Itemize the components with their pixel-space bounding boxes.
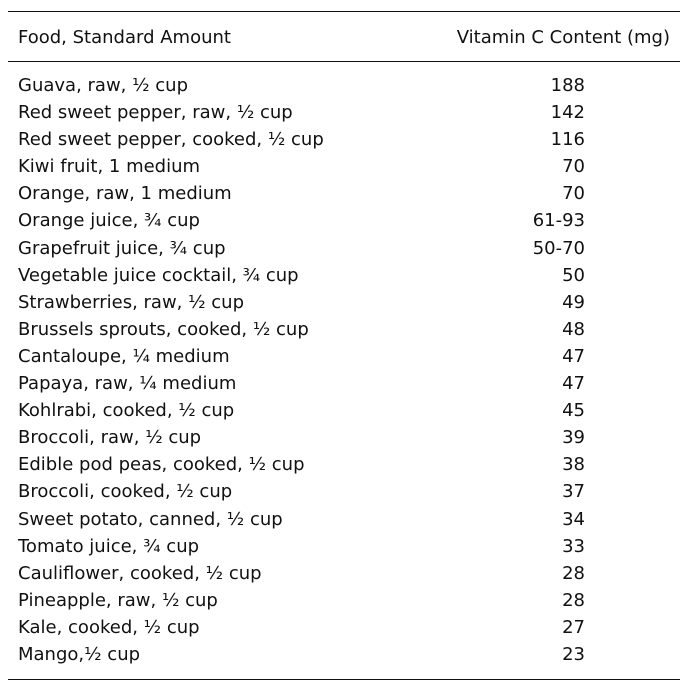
table-row: Orange, raw, 1 medium 70 [8,180,680,207]
table-row: Pineapple, raw, ½ cup 28 [8,587,680,614]
table-row: Guava, raw, ½ cup 188 [8,72,680,99]
table-row: Kiwi fruit, 1 medium 70 [8,153,680,180]
table-bottom-rule [8,679,680,680]
food-cell: Red sweet pepper, cooked, ½ cup [18,129,324,151]
food-cell: Vegetable juice cocktail, ¾ cup [18,264,299,286]
table-top-rule [8,11,680,12]
food-cell: Mango,½ cup [18,643,141,665]
vitamin-c-cell: 28 [562,589,585,611]
vitamin-c-cell: 38 [562,454,585,476]
table-row: Strawberries, raw, ½ cup 49 [8,289,680,316]
food-cell: Strawberries, raw, ½ cup [18,291,245,313]
food-cell: Red sweet pepper, raw, ½ cup [18,102,293,124]
table-row: Kohlrabi, cooked, ½ cup 45 [8,397,680,424]
vitamin-c-cell: 116 [550,129,585,151]
food-cell: Pineapple, raw, ½ cup [18,589,218,611]
table-row: Edible pod peas, cooked, ½ cup 38 [8,451,680,478]
table-row: Broccoli, cooked, ½ cup 37 [8,478,680,505]
vitamin-c-cell: 37 [562,481,585,503]
food-cell: Broccoli, cooked, ½ cup [18,481,233,503]
vitamin-c-cell: 47 [562,373,585,395]
vitamin-c-cell: 39 [562,427,585,449]
table-row: Cauliflower, cooked, ½ cup 28 [8,560,680,587]
vitamin-c-cell: 34 [562,508,585,530]
food-cell: Edible pod peas, cooked, ½ cup [18,454,305,476]
vitamin-c-cell: 70 [562,183,585,205]
table-row: Vegetable juice cocktail, ¾ cup 50 [8,262,680,289]
vitamin-c-cell: 50 [562,264,585,286]
vitamin-c-cell: 61-93 [532,210,585,232]
vitamin-c-cell: 27 [562,616,585,638]
table-row: Orange juice, ¾ cup 61-93 [8,207,680,234]
table-row: Grapefruit juice, ¾ cup 50-70 [8,235,680,262]
table-row: Papaya, raw, ¼ medium 47 [8,370,680,397]
header-food: Food, Standard Amount [18,27,231,48]
vitamin-c-cell: 70 [562,156,585,178]
table-row: Red sweet pepper, raw, ½ cup 142 [8,99,680,126]
vitamin-c-cell: 188 [550,75,585,96]
vitamin-c-cell: 45 [562,400,585,422]
food-cell: Grapefruit juice, ¾ cup [18,237,226,259]
vitamin-c-cell: 48 [562,318,585,340]
food-cell: Kohlrabi, cooked, ½ cup [18,400,235,422]
food-cell: Cauliflower, cooked, ½ cup [18,562,262,584]
header-vitamin-c: Vitamin C Content (mg) [456,27,670,48]
food-cell: Broccoli, raw, ½ cup [18,427,202,449]
table-row: Brussels sprouts, cooked, ½ cup 48 [8,316,680,343]
table-row: Sweet potato, canned, ½ cup 34 [8,506,680,533]
vitamin-c-cell: 33 [562,535,585,557]
vitamin-c-cell: 50-70 [532,237,585,259]
table-row: Cantaloupe, ¼ medium 47 [8,343,680,370]
table-row: Broccoli, raw, ½ cup 39 [8,424,680,451]
food-cell: Guava, raw, ½ cup [18,75,189,96]
table-row: Tomato juice, ¾ cup 33 [8,533,680,560]
food-cell: Sweet potato, canned, ½ cup [18,508,283,530]
table-row: Kale, cooked, ½ cup 27 [8,614,680,641]
table-row: Red sweet pepper, cooked, ½ cup 116 [8,126,680,153]
food-cell: Orange juice, ¾ cup [18,210,200,232]
vitamin-c-table: Food, Standard Amount Vitamin C Content … [8,0,680,695]
table-row: Mango,½ cup 23 [8,641,680,668]
food-cell: Kale, cooked, ½ cup [18,616,200,638]
food-cell: Papaya, raw, ¼ medium [18,373,237,395]
vitamin-c-cell: 47 [562,345,585,367]
vitamin-c-cell: 142 [550,102,585,124]
food-cell: Brussels sprouts, cooked, ½ cup [18,318,309,340]
food-cell: Cantaloupe, ¼ medium [18,345,230,367]
table-header-row: Food, Standard Amount Vitamin C Content … [8,25,680,51]
vitamin-c-cell: 23 [562,643,585,665]
food-cell: Orange, raw, 1 medium [18,183,232,205]
food-cell: Tomato juice, ¾ cup [18,535,200,557]
vitamin-c-cell: 28 [562,562,585,584]
food-cell: Kiwi fruit, 1 medium [18,156,201,178]
vitamin-c-cell: 49 [562,291,585,313]
table-body: Guava, raw, ½ cup 188 Red sweet pepper, ra… [8,72,680,668]
table-header-rule [8,61,680,62]
